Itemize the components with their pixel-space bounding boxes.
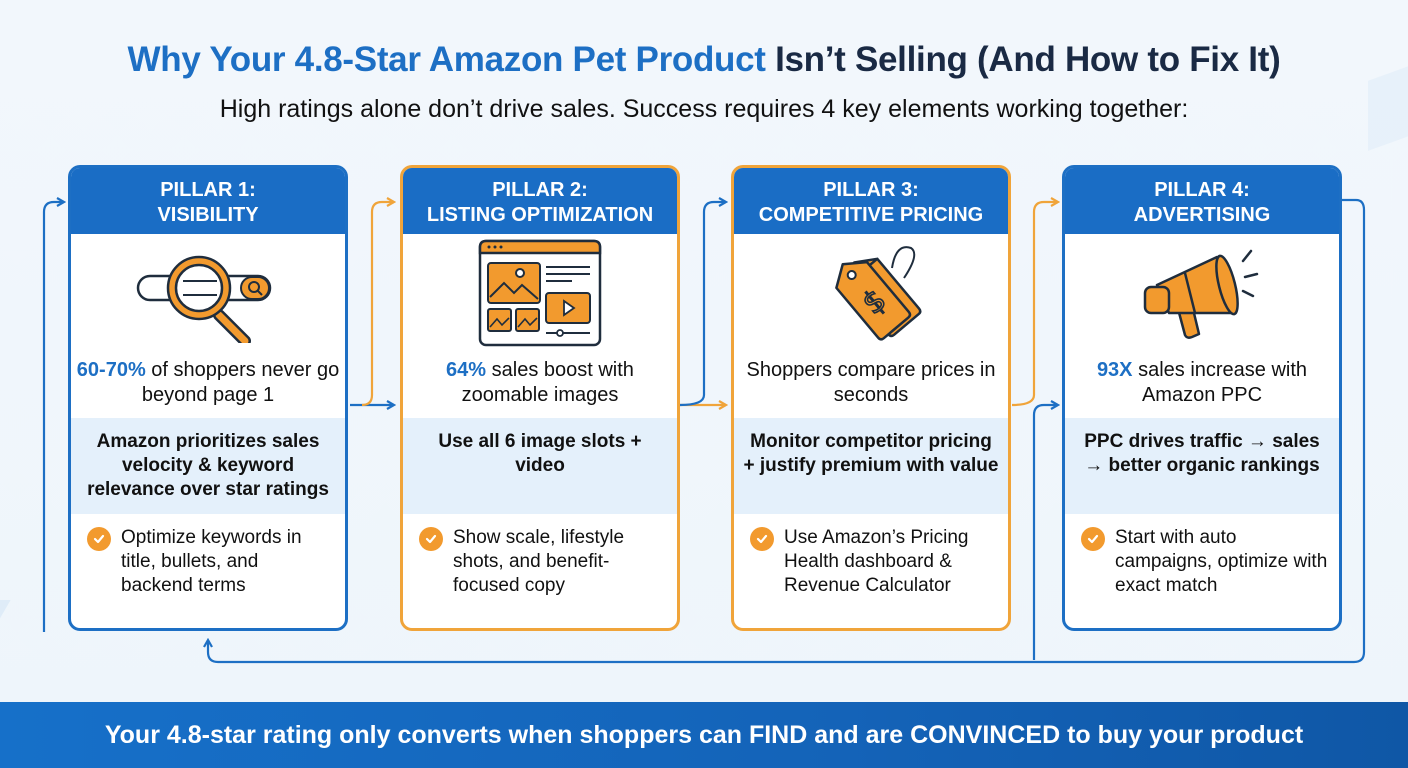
pillar-stat: 93X sales increase with Amazon PPC bbox=[1065, 352, 1339, 418]
check-icon bbox=[87, 527, 111, 551]
tip-text: Use Amazon’s Pricing Health dashboard & … bbox=[784, 527, 969, 596]
pillar-name: LISTING OPTIMIZATION bbox=[426, 204, 654, 226]
magnifying-glass-icon bbox=[71, 234, 345, 352]
page-title: Why Your 4.8-Star Amazon Pet Product Isn… bbox=[0, 40, 1408, 80]
stat-text: Shoppers compare prices in seconds bbox=[746, 359, 996, 406]
megaphone-icon bbox=[1065, 234, 1339, 352]
pillar-card-advertising: PILLAR 4: ADVERTISING 93X sales increase… bbox=[1062, 165, 1342, 631]
page-subtitle: High ratings alone don’t drive sales. Su… bbox=[219, 95, 1189, 123]
pillar-card-competitive-pricing: PILLAR 3: COMPETITIVE PRICING $ Shoppers… bbox=[731, 165, 1011, 631]
pillar-tip: Show scale, lifestyle shots, and benefit… bbox=[403, 514, 677, 598]
check-icon bbox=[750, 527, 774, 551]
title-rest: Isn’t Selling (And How to Fix It) bbox=[775, 40, 1281, 79]
stat-highlight: 60-70% bbox=[76, 359, 146, 381]
pillar-number: PILLAR 1: bbox=[160, 179, 256, 201]
pillar-card-visibility: PILLAR 1: VISIBILITY 60-70% of shoppers … bbox=[68, 165, 348, 631]
pillar-key-point: Monitor competitor pricing + justify pre… bbox=[734, 418, 1008, 514]
pillar-stat: 64% sales boost with zoomable images bbox=[403, 352, 677, 418]
pillar-name: COMPETITIVE PRICING bbox=[758, 204, 984, 226]
stat-text: sales boost with zoomable images bbox=[461, 359, 634, 406]
pillar-header: PILLAR 2: LISTING OPTIMIZATION bbox=[403, 168, 677, 234]
pillar-tip: Optimize keywords in title, bullets, and… bbox=[71, 514, 345, 598]
pillar-name: ADVERTISING bbox=[1133, 204, 1271, 226]
pillar-number: PILLAR 2: bbox=[492, 179, 588, 201]
stat-highlight: 64% bbox=[446, 359, 487, 381]
pillar-key-point: PPC drives traffic → sales → better orga… bbox=[1065, 418, 1339, 514]
price-tag-icon: $ bbox=[734, 234, 1008, 352]
stat-text: sales increase with Amazon PPC bbox=[1132, 359, 1308, 406]
tip-text: Show scale, lifestyle shots, and benefit… bbox=[453, 527, 625, 596]
pillar-number: PILLAR 4: bbox=[1154, 179, 1250, 201]
pillar-stat: Shoppers compare prices in seconds bbox=[734, 352, 1008, 418]
pillar-number: PILLAR 3: bbox=[823, 179, 919, 201]
pillar-card-listing-optimization: PILLAR 2: LISTING OPTIMIZATION 64% sales… bbox=[400, 165, 680, 631]
pillar-name: VISIBILITY bbox=[157, 204, 259, 226]
pillar-header: PILLAR 3: COMPETITIVE PRICING bbox=[734, 168, 1008, 234]
stat-text: of shoppers never go beyond page 1 bbox=[141, 359, 340, 406]
product-listing-page-icon bbox=[403, 234, 677, 352]
tip-text: Optimize keywords in title, bullets, and… bbox=[121, 527, 302, 596]
tip-text: Start with auto campaigns, optimize with… bbox=[1115, 527, 1328, 596]
pillar-header: PILLAR 4: ADVERTISING bbox=[1065, 168, 1339, 234]
pillar-key-point: Amazon prioritizes sales velocity & keyw… bbox=[71, 418, 345, 514]
check-icon bbox=[1081, 527, 1105, 551]
pillar-stat: 60-70% of shoppers never go beyond page … bbox=[71, 352, 345, 418]
pillar-key-point: Use all 6 image slots + video bbox=[403, 418, 677, 514]
check-icon bbox=[419, 527, 443, 551]
pillar-tip: Start with auto campaigns, optimize with… bbox=[1065, 514, 1339, 598]
footer-banner: Your 4.8-star rating only converts when … bbox=[0, 702, 1408, 768]
pillar-tip: Use Amazon’s Pricing Health dashboard & … bbox=[734, 514, 1008, 598]
pillar-header: PILLAR 1: VISIBILITY bbox=[71, 168, 345, 234]
title-highlight: Why Your 4.8-Star Amazon Pet Product bbox=[127, 40, 766, 79]
stat-highlight: 93X bbox=[1096, 359, 1133, 381]
